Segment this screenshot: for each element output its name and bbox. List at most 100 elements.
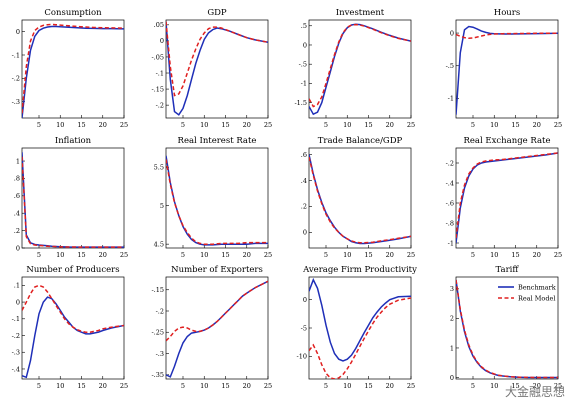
x-tick-label: 15 bbox=[364, 382, 372, 390]
x-tick-label: 10 bbox=[490, 251, 498, 259]
y-tick-label: -.2 bbox=[156, 101, 164, 109]
watermark: 大金融思想 bbox=[504, 385, 565, 399]
series-benchmark-line bbox=[22, 152, 124, 248]
series-real-model-line bbox=[309, 23, 411, 108]
x-tick-label: 25 bbox=[554, 382, 562, 390]
y-tick-label: 0 bbox=[303, 229, 307, 237]
x-tick-label: 20 bbox=[533, 251, 541, 259]
y-tick-label: -.15 bbox=[151, 85, 164, 93]
y-tick-label: -.2 bbox=[12, 75, 20, 83]
series-real-model-line bbox=[166, 280, 268, 342]
legend: Benchmark Real Model bbox=[498, 284, 556, 303]
x-tick-label: 10 bbox=[200, 382, 208, 390]
y-tick-label: -.8 bbox=[446, 219, 454, 227]
axes-box bbox=[165, 19, 269, 119]
x-tick-label: 20 bbox=[533, 382, 541, 390]
x-tick-label: 15 bbox=[511, 121, 519, 129]
series-real-model-line bbox=[309, 297, 411, 379]
y-tick-label: 1 bbox=[16, 157, 20, 165]
axes-box bbox=[308, 147, 412, 249]
axes-box bbox=[165, 276, 269, 380]
x-tick-label: 20 bbox=[386, 382, 394, 390]
y-tick-label: -10 bbox=[297, 353, 307, 361]
x-tick-label: 10 bbox=[56, 121, 64, 129]
series-real-model-line bbox=[166, 159, 268, 245]
series-real-model-line bbox=[456, 32, 558, 40]
x-tick-label: 10 bbox=[343, 382, 351, 390]
y-tick-label: -1 bbox=[301, 80, 307, 88]
x-tick-label: 20 bbox=[243, 121, 251, 129]
series-benchmark-line bbox=[309, 277, 411, 362]
x-tick-label: 25 bbox=[120, 121, 128, 129]
series-benchmark-line bbox=[166, 155, 268, 246]
panel-5: Inflation 5 10 15 20 25 1 .8 .6 .4 .2 0 bbox=[14, 136, 128, 259]
y-tick-label: .5 bbox=[301, 22, 307, 30]
x-tick-label: 5 bbox=[181, 251, 185, 259]
x-tick-label: 10 bbox=[56, 251, 64, 259]
x-tick-label: 25 bbox=[264, 382, 272, 390]
y-tick-label: -.3 bbox=[12, 349, 20, 357]
x-tick-label: 15 bbox=[221, 382, 229, 390]
axes-box bbox=[455, 147, 559, 249]
x-tick-label: 10 bbox=[490, 382, 498, 390]
panel-6: Real Interest Rate 5 10 15 20 25 5.5 5 4.5 bbox=[154, 136, 272, 259]
x-tick-label: 25 bbox=[407, 382, 415, 390]
axes-box bbox=[455, 19, 559, 119]
axes-box bbox=[21, 276, 125, 380]
panel-title: Tariff bbox=[496, 265, 520, 275]
x-tick-label: 20 bbox=[99, 382, 107, 390]
y-tick-label: -.1 bbox=[12, 315, 20, 323]
panel-2: GDP 5 10 15 20 25 .05 0 -.05 -.1 -.15 -.2 bbox=[151, 8, 272, 129]
series-benchmark-line bbox=[166, 280, 268, 378]
series-benchmark-line bbox=[309, 154, 411, 245]
panel-title: Trade Balance/GDP bbox=[318, 136, 403, 146]
y-tick-label: -.4 bbox=[12, 365, 20, 373]
y-tick-label: .1 bbox=[14, 282, 20, 290]
y-tick-label: -.05 bbox=[151, 53, 164, 61]
x-tick-label: 20 bbox=[243, 251, 251, 259]
x-tick-label: 25 bbox=[120, 251, 128, 259]
x-tick-label: 5 bbox=[37, 251, 41, 259]
panel-11: Average Firm Productivity 5 10 15 20 25 0 -5 -10 bbox=[297, 265, 418, 390]
y-tick-label: 0 bbox=[16, 244, 20, 252]
y-tick-label: 0 bbox=[16, 28, 20, 36]
panel-title: GDP bbox=[207, 8, 227, 18]
x-tick-label: 5 bbox=[324, 251, 328, 259]
series-benchmark-line bbox=[456, 25, 558, 115]
x-tick-label: 15 bbox=[221, 121, 229, 129]
x-tick-label: 5 bbox=[37, 121, 41, 129]
x-tick-label: 10 bbox=[343, 251, 351, 259]
panel-title: Number of Exporters bbox=[171, 265, 263, 275]
y-tick-label: 0 bbox=[160, 37, 164, 45]
panel-3: Investment 5 10 15 20 25 .5 0 -.5 -1 -1.5 bbox=[294, 8, 415, 129]
y-tick-label: 0 bbox=[16, 298, 20, 306]
axes-box bbox=[308, 276, 412, 380]
y-tick-label: -.5 bbox=[446, 62, 454, 70]
panel-title: Number of Producers bbox=[26, 265, 119, 275]
y-tick-label: -5 bbox=[301, 324, 307, 332]
x-tick-label: 10 bbox=[56, 382, 64, 390]
y-tick-label: 0 bbox=[450, 374, 454, 382]
x-tick-label: 10 bbox=[343, 121, 351, 129]
y-tick-label: -.4 bbox=[446, 179, 454, 187]
panel-7: Trade Balance/GDP 5 10 15 20 25 .6 .4 .2 0 bbox=[301, 136, 415, 259]
x-tick-label: 15 bbox=[221, 251, 229, 259]
y-tick-label: -.15 bbox=[151, 286, 164, 294]
y-tick-label: .6 bbox=[301, 151, 307, 159]
y-tick-label: -.3 bbox=[12, 98, 20, 106]
panel-title: Real Interest Rate bbox=[178, 136, 257, 146]
x-tick-label: 20 bbox=[386, 121, 394, 129]
x-tick-label: 5 bbox=[471, 121, 475, 129]
series-benchmark-line bbox=[456, 152, 558, 244]
panel-8: Real Exchange Rate 5 10 15 20 25 -.2 -.4 -.6 -.8 -… bbox=[446, 136, 563, 259]
y-tick-label: .4 bbox=[301, 177, 307, 185]
y-tick-label: 3 bbox=[450, 285, 454, 293]
series-real-model-line bbox=[456, 279, 558, 379]
x-tick-label: 15 bbox=[511, 382, 519, 390]
x-tick-label: 25 bbox=[120, 382, 128, 390]
x-tick-label: 20 bbox=[533, 121, 541, 129]
y-tick-label: -.5 bbox=[299, 60, 307, 68]
series-real-model-line bbox=[22, 284, 124, 333]
series-real-model-line bbox=[309, 156, 411, 244]
x-tick-label: 15 bbox=[77, 251, 85, 259]
